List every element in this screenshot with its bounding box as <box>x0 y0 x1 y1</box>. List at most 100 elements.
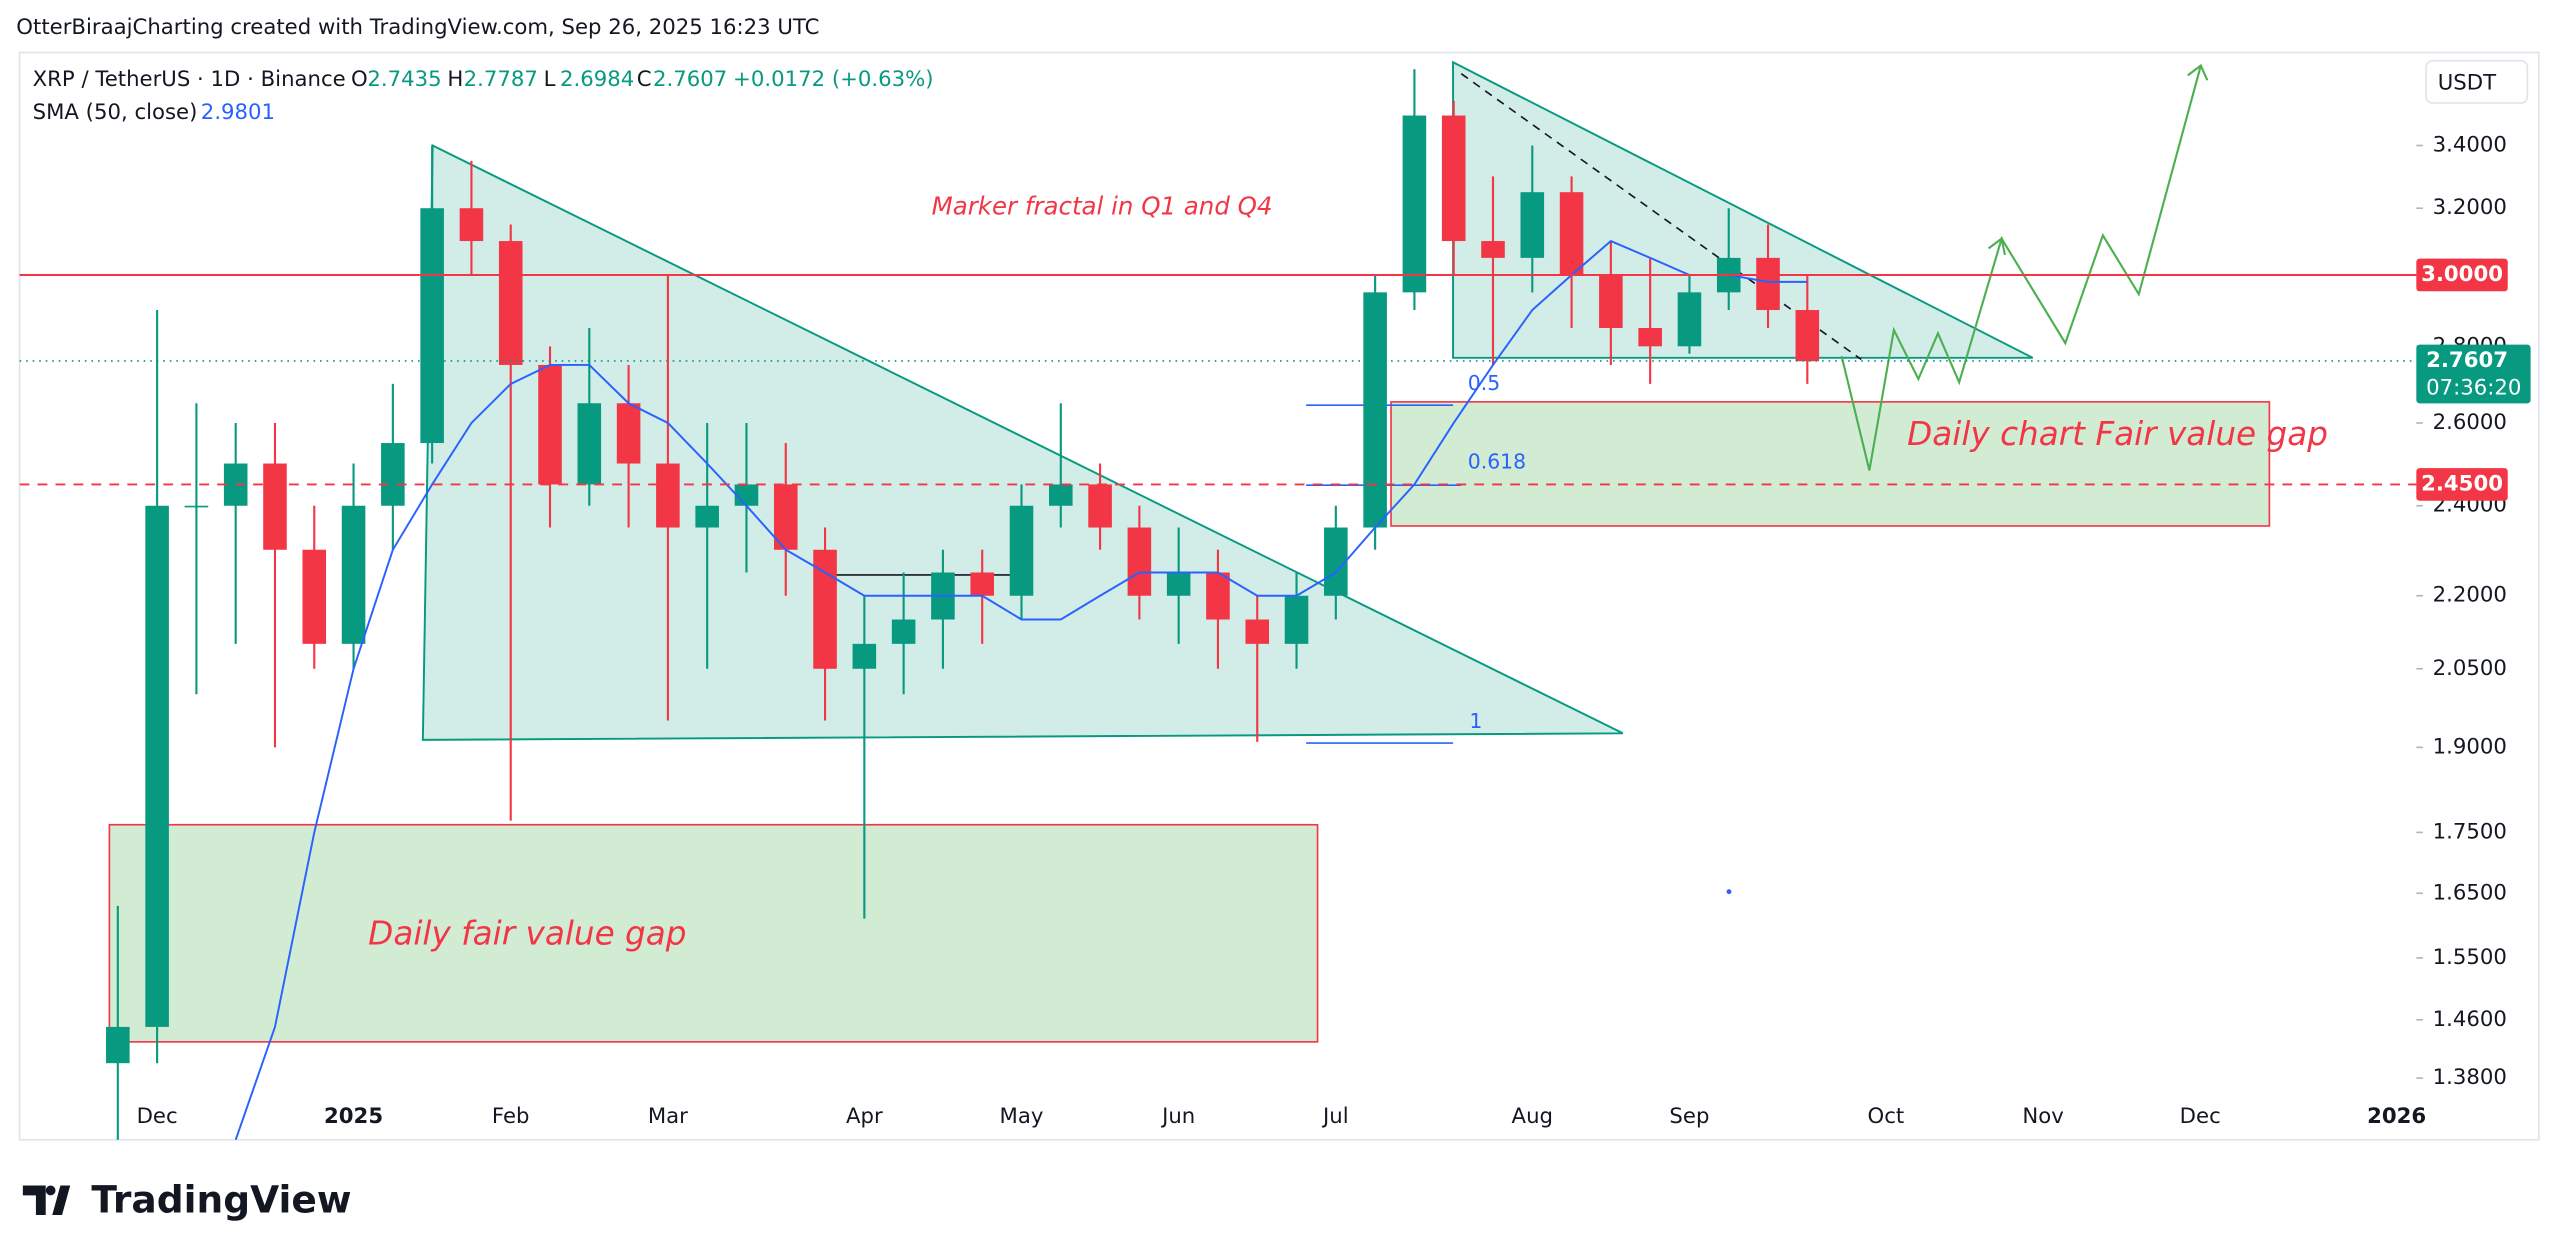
y-tick-label: 2.6000 <box>2433 410 2507 435</box>
candle-body <box>1009 505 1034 596</box>
candle-body <box>106 1026 130 1064</box>
ohlc-key: L <box>544 67 556 92</box>
candle-body <box>616 403 641 464</box>
candle-body <box>970 572 995 596</box>
candle-body <box>1795 310 1820 362</box>
attribution: OtterBiraajCharting created with Trading… <box>16 15 819 40</box>
fib-label: 1 <box>1469 709 1482 733</box>
dot <box>1726 889 1732 895</box>
candle-body <box>381 443 405 506</box>
ohlc-value: 2.6984 <box>560 67 634 92</box>
ohlc-value: 2.7787 <box>464 67 538 92</box>
candle-body <box>184 505 209 508</box>
price-label: 3.0000 <box>2421 262 2503 287</box>
candle-body <box>341 505 366 644</box>
arrowhead <box>1987 236 2006 256</box>
y-tick-label: 1.5500 <box>2433 945 2507 970</box>
arrowhead <box>2187 63 2209 81</box>
candle-body <box>498 241 523 365</box>
chart-frame <box>18 51 2540 1141</box>
fvg-box <box>1390 401 2271 527</box>
y-tick-label: 1.6500 <box>2433 880 2507 905</box>
currency-button[interactable] <box>2425 59 2529 104</box>
change: +0.0172 (+0.63%) <box>733 67 934 92</box>
symbol: XRP / TetherUS · 1D · Binance <box>33 67 346 92</box>
price-label-box <box>2416 258 2508 292</box>
fib-label: 0.5 <box>1468 371 1500 395</box>
candle-body <box>773 484 798 550</box>
y-tick-label: 3.4000 <box>2433 133 2507 158</box>
x-tick-label: Nov <box>2022 1104 2063 1129</box>
candle-body <box>1324 527 1348 596</box>
candle-body <box>1441 115 1466 242</box>
candle-body <box>1127 527 1152 596</box>
candle-body <box>538 364 562 485</box>
logo-mark <box>45 1185 56 1196</box>
x-tick-label: Dec <box>137 1104 178 1129</box>
candle-body <box>1599 274 1623 329</box>
candle-body <box>459 208 484 242</box>
candle-body <box>1402 115 1427 293</box>
x-tick-label: Feb <box>492 1104 530 1129</box>
logo: TradingView <box>22 1177 352 1221</box>
candle-body <box>1756 257 1780 311</box>
candle-body <box>420 208 444 444</box>
x-tick-label: Jun <box>1160 1104 1195 1129</box>
candle-body <box>813 549 837 669</box>
price-label-box <box>2416 468 2508 501</box>
candle-body <box>1481 241 1505 258</box>
x-tick-label: Sep <box>1669 1104 1709 1129</box>
projection-path <box>1840 65 2202 471</box>
y-tick-label: 2.0500 <box>2433 656 2507 681</box>
y-tick-label: 1.4600 <box>2433 1007 2507 1032</box>
candle-body <box>1049 484 1073 506</box>
y-tick-label: 2.2000 <box>2433 583 2507 608</box>
x-tick-label: Mar <box>648 1104 688 1129</box>
y-tick-label: 1.7500 <box>2433 819 2507 844</box>
ohlc-key: H <box>447 67 463 92</box>
brand: TradingView <box>91 1177 351 1221</box>
y-tick-label: 1.3800 <box>2433 1065 2507 1090</box>
indicator-name: SMA (50, close) <box>33 100 198 125</box>
x-tick-label: 2026 <box>2367 1104 2426 1129</box>
ohlc-value: 2.7607 <box>653 67 727 92</box>
y-tick-label: 1.9000 <box>2433 734 2507 759</box>
candle-body <box>1638 328 1662 347</box>
candle-body <box>577 403 602 485</box>
candle-body <box>656 463 680 528</box>
currency[interactable]: USDT <box>2438 71 2497 96</box>
y-tick-label: 3.2000 <box>2433 195 2507 220</box>
ohlc-key: C <box>637 67 652 92</box>
candle-body <box>1166 572 1191 596</box>
ohlc-value: 2.7435 <box>367 67 441 92</box>
candle-body <box>1559 192 1584 275</box>
candle-body <box>145 505 169 1027</box>
annotation: Daily chart Fair value gap <box>1907 415 2328 453</box>
x-tick-label: Aug <box>1512 1104 1553 1129</box>
candle-body <box>263 463 287 550</box>
annotation: Daily fair value gap <box>368 915 686 953</box>
candle-body <box>1520 192 1545 258</box>
candle-body <box>891 619 916 644</box>
candle-body <box>1206 572 1230 620</box>
annotation: Marker fractal in Q1 and Q4 <box>932 192 1273 221</box>
countdown: 07:36:20 <box>2426 376 2521 401</box>
ohlc-key: O <box>351 67 368 92</box>
sma-line <box>234 239 1808 1140</box>
logo-mark <box>22 1185 71 1215</box>
candle-body <box>1677 292 1702 347</box>
last-price-label: 2.7607 <box>2426 348 2508 373</box>
x-tick-label: Oct <box>1868 1104 1905 1129</box>
x-tick-label: Jul <box>1321 1104 1349 1129</box>
candle-body <box>695 505 719 528</box>
candle-body <box>852 643 877 669</box>
x-tick-label: Dec <box>2180 1104 2221 1129</box>
candle-body <box>734 484 759 506</box>
plot-area <box>106 69 1820 1140</box>
last-price-box <box>2416 344 2531 404</box>
fvg-box <box>108 823 1319 1043</box>
x-tick-label: Apr <box>846 1104 883 1129</box>
x-tick-label: May <box>1000 1104 1044 1129</box>
